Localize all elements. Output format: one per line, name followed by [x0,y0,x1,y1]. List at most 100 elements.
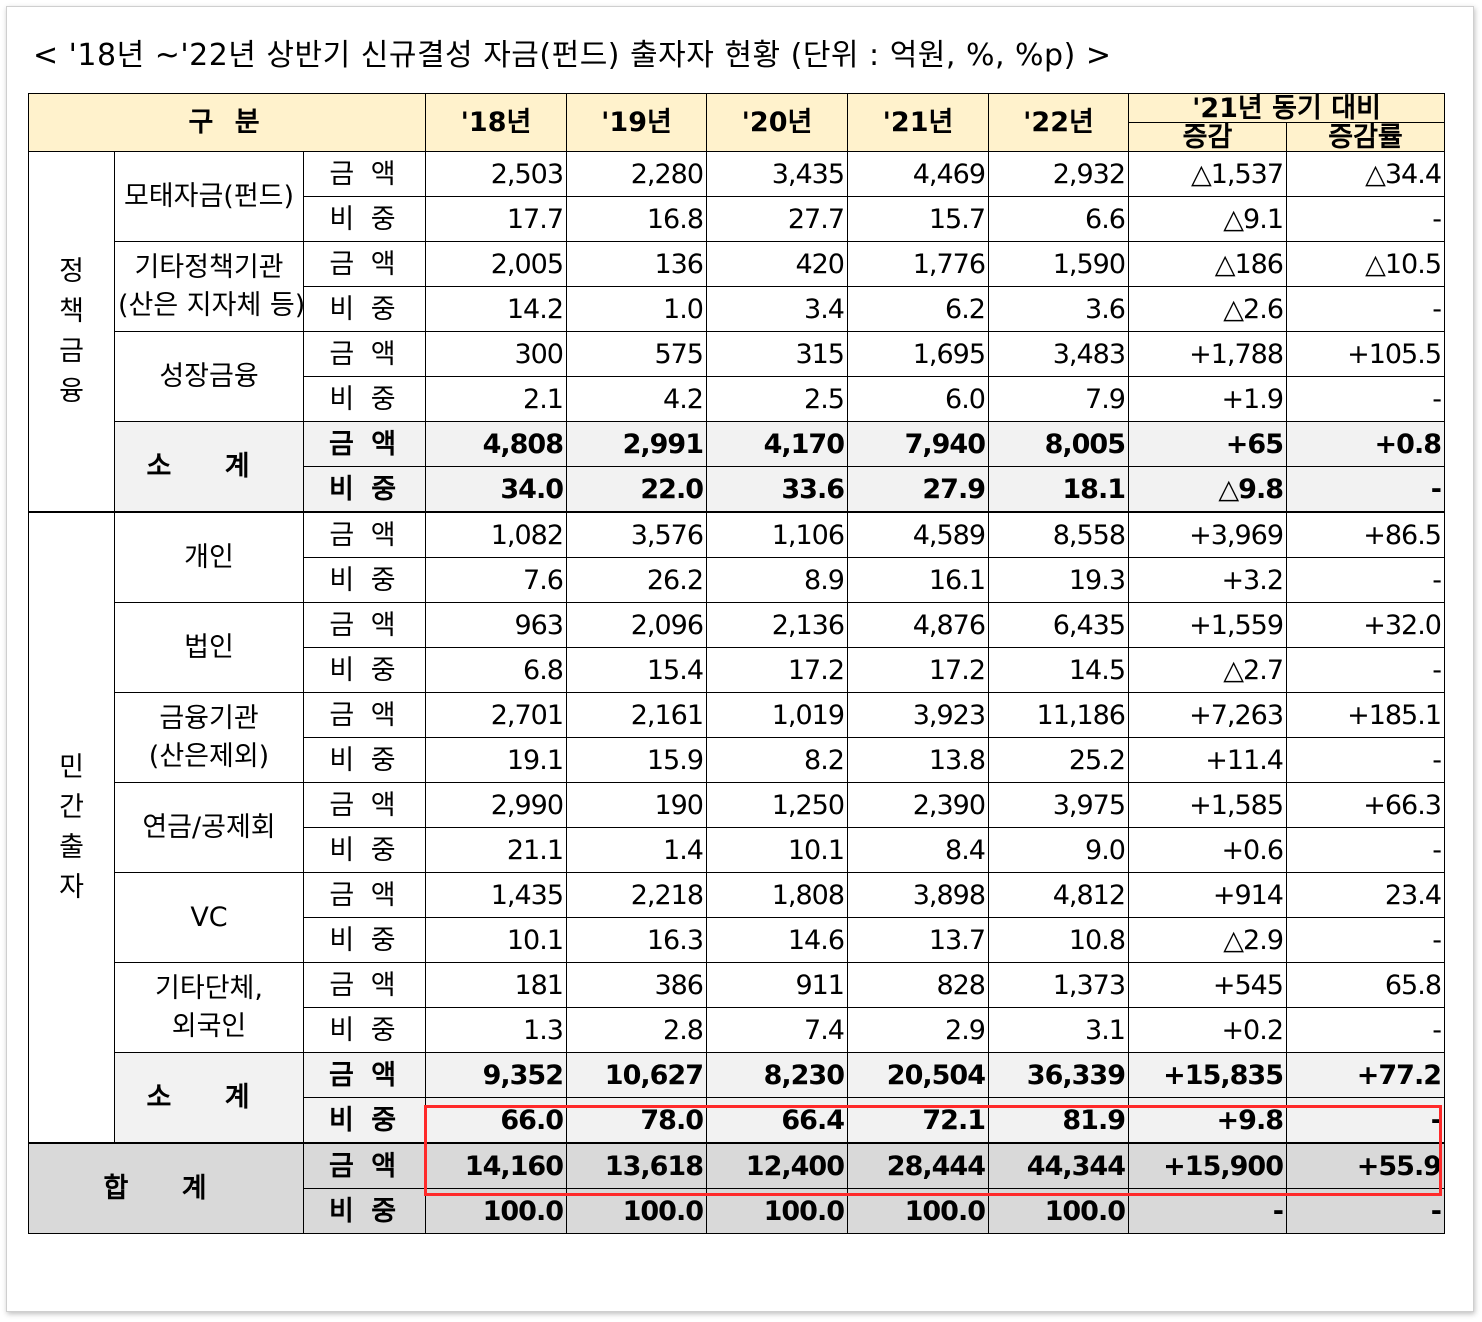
change-cell: +0.2 [1128,1007,1287,1053]
data-row-share: 비 중 10.1 16.3 14.6 13.7 10.8 △2.9- [29,917,1445,963]
year-value-cell: 14.6 [706,917,848,963]
change-cell: +15,835 [1128,1052,1287,1098]
category-label: 연금/공제회 [114,782,304,873]
metric-label: 금 액 [303,782,426,828]
year-value-cell: 2.1 [425,376,567,422]
year-value-cell: 1,250 [706,782,848,828]
metric-label: 금 액 [303,331,426,377]
year-value-cell: 2,390 [847,782,989,828]
metric-label: 금 액 [303,602,426,648]
year-value-cell: 4,589 [847,511,989,558]
year-value-cell: 3,898 [847,872,989,918]
header-year: '21년 [847,93,989,152]
metric-label: 금 액 [303,962,426,1008]
year-value-cell: 100.0 [706,1188,848,1234]
metric-label: 비 중 [303,737,426,783]
header-row: 증감 증감률 [29,122,1445,152]
year-value-cell: 1,082 [425,511,567,558]
year-value-cell: 17.2 [706,647,848,693]
year-value-cell: 13,618 [566,1142,707,1189]
change-cell: △2.6 [1128,286,1287,332]
group-label-char: 책 [59,295,84,327]
change-rate-cell: +86.5 [1286,511,1445,558]
metric-label: 금 액 [303,511,426,558]
year-value-cell: 1,435 [425,872,567,918]
year-value-cell: 1.0 [566,286,707,332]
metric-label: 비 중 [303,1007,426,1053]
category-label: 모태자금(펀드) [114,151,304,242]
year-value-cell: 1,808 [706,872,848,918]
change-rate-cell: - [1286,1097,1445,1144]
group-label-char: 정 [59,255,84,287]
subtotal-label: 소 계 [114,1052,304,1144]
metric-label: 금 액 [303,872,426,918]
change-rate-cell: +0.8 [1286,421,1445,467]
change-cell: +15,900 [1128,1142,1287,1189]
data-row-share: 비 중 6.8 15.4 17.2 17.2 14.5 △2.7- [29,647,1445,693]
change-rate-cell: - [1286,376,1445,422]
year-value-cell: 100.0 [566,1188,707,1234]
year-value-cell: 8.2 [706,737,848,783]
year-value-cell: 2,136 [706,602,848,648]
year-value-cell: 575 [566,331,707,377]
category-label: 금융기관 (산은제외) [114,692,304,783]
table-body: 구 분 '18년 '19년 '20년 '21년 '22년 '21년 동기 대비 … [28,93,1445,1234]
table-title: < '18년 ~'22년 상반기 신규결성 자금(펀드) 출자자 현황 (단위 … [33,38,1112,73]
investor-status-table: 구 분 '18년 '19년 '20년 '21년 '22년 '21년 동기 대비 … [28,93,1445,1234]
change-cell: +1.9 [1128,376,1287,422]
year-value-cell: 15.4 [566,647,707,693]
year-value-cell: 4.2 [566,376,707,422]
year-value-cell: 21.1 [425,827,567,873]
metric-label: 비 중 [303,827,426,873]
category-label-line: 금융기관 [159,702,259,734]
year-value-cell: 13.7 [847,917,989,963]
year-value-cell: 2,280 [566,151,707,197]
year-value-cell: 4,469 [847,151,989,197]
year-value-cell: 25.2 [988,737,1129,783]
header-row: 구 분 '18년 '19년 '20년 '21년 '22년 '21년 동기 대비 [28,93,1445,152]
year-value-cell: 72.1 [847,1097,989,1144]
year-value-cell: 10.1 [706,827,848,873]
year-value-cell: 3,483 [988,331,1129,377]
change-cell: +1,559 [1128,602,1287,648]
year-value-cell: 181 [425,962,567,1008]
year-value-cell: 11,186 [988,692,1129,738]
metric-label: 금 액 [303,692,426,738]
change-rate-cell: - [1286,557,1445,603]
year-value-cell: 1.3 [425,1007,567,1053]
year-value-cell: 66.4 [706,1097,848,1144]
year-value-cell: 7.9 [988,376,1129,422]
change-cell: +0.6 [1128,827,1287,873]
year-value-cell: 15.9 [566,737,707,783]
year-value-cell: 14,160 [425,1142,567,1189]
data-row-share: 비 중 34.0 22.0 33.6 27.9 18.1 △9.8- [28,466,1445,513]
year-value-cell: 20,504 [847,1052,989,1098]
year-value-cell: 3,923 [847,692,989,738]
data-row-amount: 기타단체, 외국인 금 액 181 386 911 828 1,373 +545 65.8 [29,962,1445,1053]
metric-label: 금 액 [303,421,426,467]
year-value-cell: 78.0 [566,1097,707,1144]
year-value-cell: 1,373 [988,962,1129,1008]
category-label-line: 연금/공제회 [142,811,276,843]
change-rate-cell: 65.8 [1286,962,1445,1008]
change-rate-cell: +185.1 [1286,692,1445,738]
year-value-cell: 2,701 [425,692,567,738]
year-value-cell: 8.9 [706,557,848,603]
change-rate-cell: - [1286,466,1445,513]
header-compare-group: '21년 동기 대비 [1128,93,1445,123]
year-value-cell: 2,932 [988,151,1129,197]
data-row-amount: 금융기관 (산은제외) 금 액 2,701 2,161 1,019 3,923 11,186 +… [29,692,1445,783]
year-value-cell: 1,695 [847,331,989,377]
change-cell: +545 [1128,962,1287,1008]
year-value-cell: 4,876 [847,602,989,648]
year-value-cell: 10.8 [988,917,1129,963]
change-cell: △9.8 [1128,466,1287,513]
year-value-cell: 10,627 [566,1052,707,1098]
year-value-cell: 6.8 [425,647,567,693]
year-value-cell: 8,558 [988,511,1129,558]
change-cell: +3,969 [1128,511,1287,558]
subtotal-label: 소 계 [114,421,304,513]
year-value-cell: 26.2 [566,557,707,603]
